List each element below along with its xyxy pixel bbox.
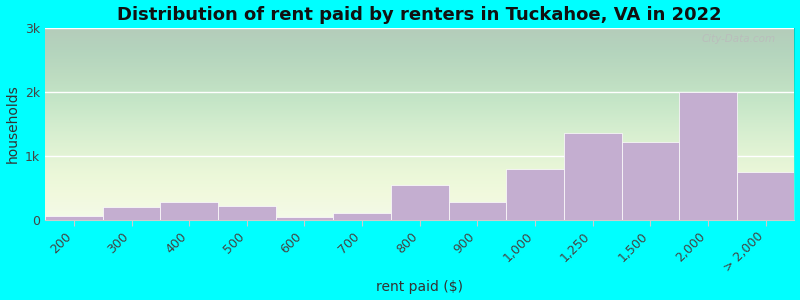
Bar <box>391 185 449 220</box>
Bar <box>737 172 794 220</box>
Bar <box>334 213 391 220</box>
Bar <box>679 92 737 220</box>
Bar <box>218 206 276 220</box>
Bar <box>102 207 160 220</box>
Bar <box>622 142 679 220</box>
Y-axis label: households: households <box>6 84 19 163</box>
Bar <box>45 217 102 220</box>
Bar <box>564 134 622 220</box>
X-axis label: rent paid ($): rent paid ($) <box>376 280 463 294</box>
Bar <box>449 202 506 220</box>
Bar <box>276 217 334 220</box>
Title: Distribution of rent paid by renters in Tuckahoe, VA in 2022: Distribution of rent paid by renters in … <box>118 6 722 24</box>
Bar <box>160 202 218 220</box>
Text: City-Data.com: City-Data.com <box>702 34 776 44</box>
Bar <box>506 169 564 220</box>
